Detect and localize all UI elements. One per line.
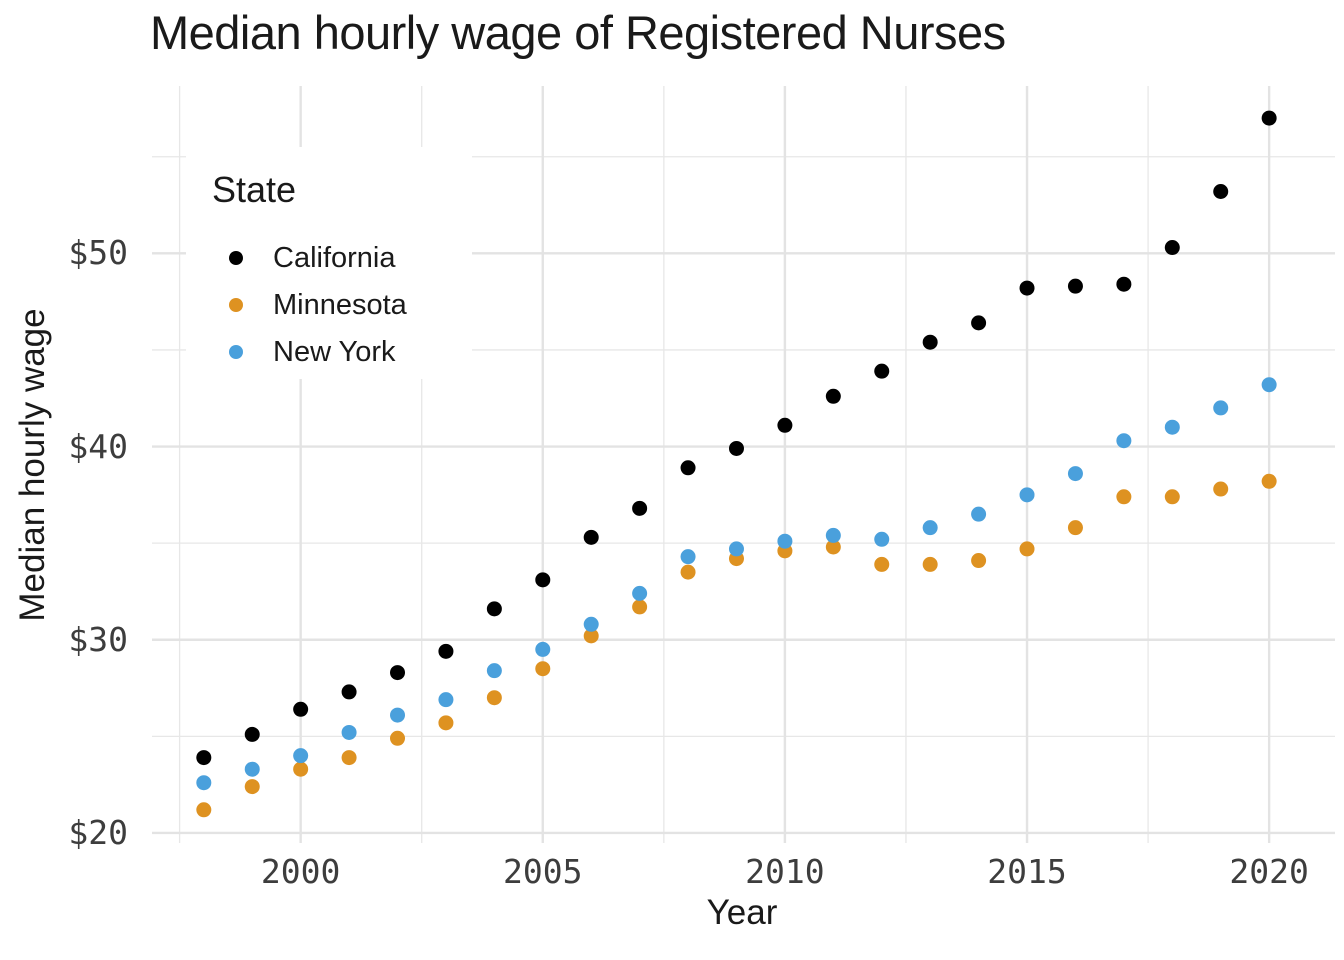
data-point bbox=[390, 730, 406, 746]
data-point bbox=[341, 724, 357, 740]
data-point bbox=[244, 761, 260, 777]
data-point bbox=[1116, 276, 1132, 292]
data-point bbox=[825, 388, 841, 404]
data-point bbox=[777, 533, 793, 549]
legend-swatch-dot bbox=[229, 298, 243, 312]
data-point bbox=[583, 616, 599, 632]
y-tick-label: $50 bbox=[68, 233, 128, 273]
data-point bbox=[196, 802, 212, 818]
data-point bbox=[341, 684, 357, 700]
data-point bbox=[1164, 240, 1180, 256]
legend-swatch-dot bbox=[229, 345, 243, 359]
data-point bbox=[390, 665, 406, 681]
data-point bbox=[1213, 400, 1229, 416]
data-point bbox=[583, 529, 599, 545]
y-tick-label: $20 bbox=[68, 812, 128, 852]
data-point bbox=[632, 500, 648, 516]
data-point bbox=[922, 520, 938, 536]
data-point bbox=[971, 553, 987, 569]
data-point bbox=[971, 315, 987, 331]
data-point bbox=[1067, 466, 1083, 482]
data-point bbox=[1164, 489, 1180, 505]
legend-label: California bbox=[273, 241, 396, 274]
data-point bbox=[1213, 183, 1229, 199]
data-point bbox=[486, 690, 502, 706]
data-point bbox=[486, 663, 502, 679]
data-point bbox=[680, 460, 696, 476]
x-tick-label: 2000 bbox=[260, 852, 341, 891]
data-point bbox=[1261, 377, 1277, 393]
data-point bbox=[438, 715, 454, 731]
data-point bbox=[680, 564, 696, 580]
chart-title: Median hourly wage of Registered Nurses bbox=[150, 6, 1006, 59]
data-point bbox=[1164, 419, 1180, 435]
data-point bbox=[825, 527, 841, 543]
data-point bbox=[486, 601, 502, 617]
data-point bbox=[680, 549, 696, 565]
legend-item: Minnesota bbox=[212, 287, 407, 323]
data-point bbox=[293, 761, 309, 777]
x-tick-label: 2005 bbox=[503, 852, 583, 891]
data-point bbox=[1213, 481, 1229, 497]
legend-label: Minnesota bbox=[273, 288, 407, 321]
data-point bbox=[922, 556, 938, 572]
legend: State California Minnesota New York bbox=[186, 147, 472, 379]
legend-label: New York bbox=[273, 335, 396, 368]
data-point bbox=[438, 692, 454, 708]
data-point bbox=[196, 775, 212, 791]
x-tick-label: 2020 bbox=[1229, 852, 1309, 891]
data-point bbox=[1116, 489, 1132, 505]
data-point bbox=[874, 556, 890, 572]
data-point bbox=[1067, 520, 1083, 536]
data-point bbox=[583, 628, 599, 644]
data-point bbox=[244, 779, 260, 795]
data-point bbox=[825, 539, 841, 555]
data-point bbox=[874, 531, 890, 547]
data-point bbox=[535, 572, 551, 588]
data-point bbox=[728, 541, 744, 557]
x-tick-label: 2015 bbox=[987, 852, 1067, 891]
data-point bbox=[293, 701, 309, 717]
data-point bbox=[390, 707, 406, 723]
data-point bbox=[971, 506, 987, 522]
data-point bbox=[293, 748, 309, 764]
data-point bbox=[922, 334, 938, 350]
data-point bbox=[632, 585, 648, 601]
data-point bbox=[1019, 280, 1035, 296]
x-axis-title: Year bbox=[706, 893, 778, 932]
data-point bbox=[1261, 473, 1277, 489]
data-point bbox=[1067, 278, 1083, 294]
data-point bbox=[1116, 433, 1132, 449]
data-point bbox=[244, 726, 260, 742]
data-point bbox=[535, 641, 551, 657]
y-tick-label: $40 bbox=[68, 426, 128, 466]
data-point bbox=[341, 750, 357, 766]
x-tick-label: 2010 bbox=[745, 852, 825, 891]
data-point bbox=[777, 417, 793, 433]
data-point bbox=[535, 661, 551, 677]
legend-item: California bbox=[212, 240, 396, 276]
y-tick-label: $30 bbox=[68, 619, 128, 659]
data-point bbox=[1261, 110, 1277, 126]
data-point bbox=[1019, 487, 1035, 503]
data-point bbox=[874, 363, 890, 379]
data-point bbox=[632, 599, 648, 615]
legend-title: State bbox=[212, 169, 297, 210]
data-point bbox=[438, 643, 454, 659]
legend-swatch-dot bbox=[229, 251, 243, 265]
data-point bbox=[1019, 541, 1035, 557]
data-point bbox=[196, 750, 212, 766]
legend-item: New York bbox=[212, 334, 396, 370]
data-point bbox=[728, 440, 744, 456]
